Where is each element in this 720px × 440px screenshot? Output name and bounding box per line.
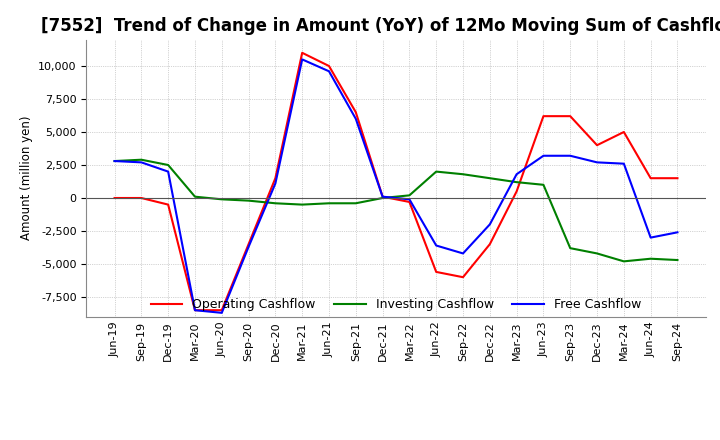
Free Cashflow — [673, 230, 682, 235]
Operating Cashflow — [539, 114, 548, 119]
Free Cashflow — [459, 251, 467, 256]
Investing Cashflow — [432, 169, 441, 174]
Operating Cashflow — [513, 189, 521, 194]
Investing Cashflow — [351, 201, 360, 206]
Free Cashflow — [351, 116, 360, 121]
Operating Cashflow — [164, 202, 173, 207]
Free Cashflow — [432, 243, 441, 248]
Free Cashflow — [405, 197, 414, 202]
Y-axis label: Amount (million yen): Amount (million yen) — [19, 116, 32, 240]
Operating Cashflow — [298, 50, 307, 55]
Free Cashflow — [244, 244, 253, 249]
Operating Cashflow — [351, 110, 360, 115]
Investing Cashflow — [485, 176, 494, 181]
Free Cashflow — [137, 160, 145, 165]
Title: [7552]  Trend of Change in Amount (YoY) of 12Mo Moving Sum of Cashflows: [7552] Trend of Change in Amount (YoY) o… — [41, 17, 720, 35]
Operating Cashflow — [191, 308, 199, 313]
Investing Cashflow — [191, 194, 199, 199]
Operating Cashflow — [110, 195, 119, 201]
Free Cashflow — [110, 158, 119, 164]
Free Cashflow — [191, 308, 199, 313]
Investing Cashflow — [513, 180, 521, 185]
Operating Cashflow — [485, 242, 494, 247]
Operating Cashflow — [378, 194, 387, 199]
Investing Cashflow — [539, 182, 548, 187]
Free Cashflow — [647, 235, 655, 240]
Free Cashflow — [485, 222, 494, 227]
Operating Cashflow — [432, 269, 441, 275]
Investing Cashflow — [325, 201, 333, 206]
Investing Cashflow — [378, 195, 387, 201]
Line: Free Cashflow: Free Cashflow — [114, 59, 678, 313]
Free Cashflow — [164, 169, 173, 174]
Investing Cashflow — [164, 162, 173, 168]
Operating Cashflow — [217, 308, 226, 313]
Investing Cashflow — [298, 202, 307, 207]
Free Cashflow — [217, 310, 226, 315]
Operating Cashflow — [244, 242, 253, 247]
Investing Cashflow — [137, 157, 145, 162]
Free Cashflow — [539, 153, 548, 158]
Operating Cashflow — [271, 176, 279, 181]
Legend: Operating Cashflow, Investing Cashflow, Free Cashflow: Operating Cashflow, Investing Cashflow, … — [146, 293, 646, 316]
Operating Cashflow — [459, 275, 467, 280]
Free Cashflow — [619, 161, 628, 166]
Operating Cashflow — [647, 176, 655, 181]
Operating Cashflow — [137, 195, 145, 201]
Free Cashflow — [513, 172, 521, 177]
Operating Cashflow — [619, 129, 628, 135]
Free Cashflow — [566, 153, 575, 158]
Investing Cashflow — [271, 201, 279, 206]
Investing Cashflow — [217, 197, 226, 202]
Investing Cashflow — [405, 193, 414, 198]
Operating Cashflow — [405, 199, 414, 205]
Operating Cashflow — [673, 176, 682, 181]
Investing Cashflow — [459, 172, 467, 177]
Free Cashflow — [298, 57, 307, 62]
Free Cashflow — [378, 194, 387, 199]
Free Cashflow — [593, 160, 601, 165]
Operating Cashflow — [325, 63, 333, 69]
Investing Cashflow — [110, 158, 119, 164]
Investing Cashflow — [244, 198, 253, 203]
Free Cashflow — [271, 181, 279, 186]
Free Cashflow — [325, 69, 333, 74]
Operating Cashflow — [593, 143, 601, 148]
Investing Cashflow — [566, 246, 575, 251]
Investing Cashflow — [647, 256, 655, 261]
Investing Cashflow — [593, 251, 601, 256]
Investing Cashflow — [619, 259, 628, 264]
Operating Cashflow — [566, 114, 575, 119]
Line: Investing Cashflow: Investing Cashflow — [114, 160, 678, 261]
Line: Operating Cashflow: Operating Cashflow — [114, 53, 678, 310]
Investing Cashflow — [673, 257, 682, 263]
